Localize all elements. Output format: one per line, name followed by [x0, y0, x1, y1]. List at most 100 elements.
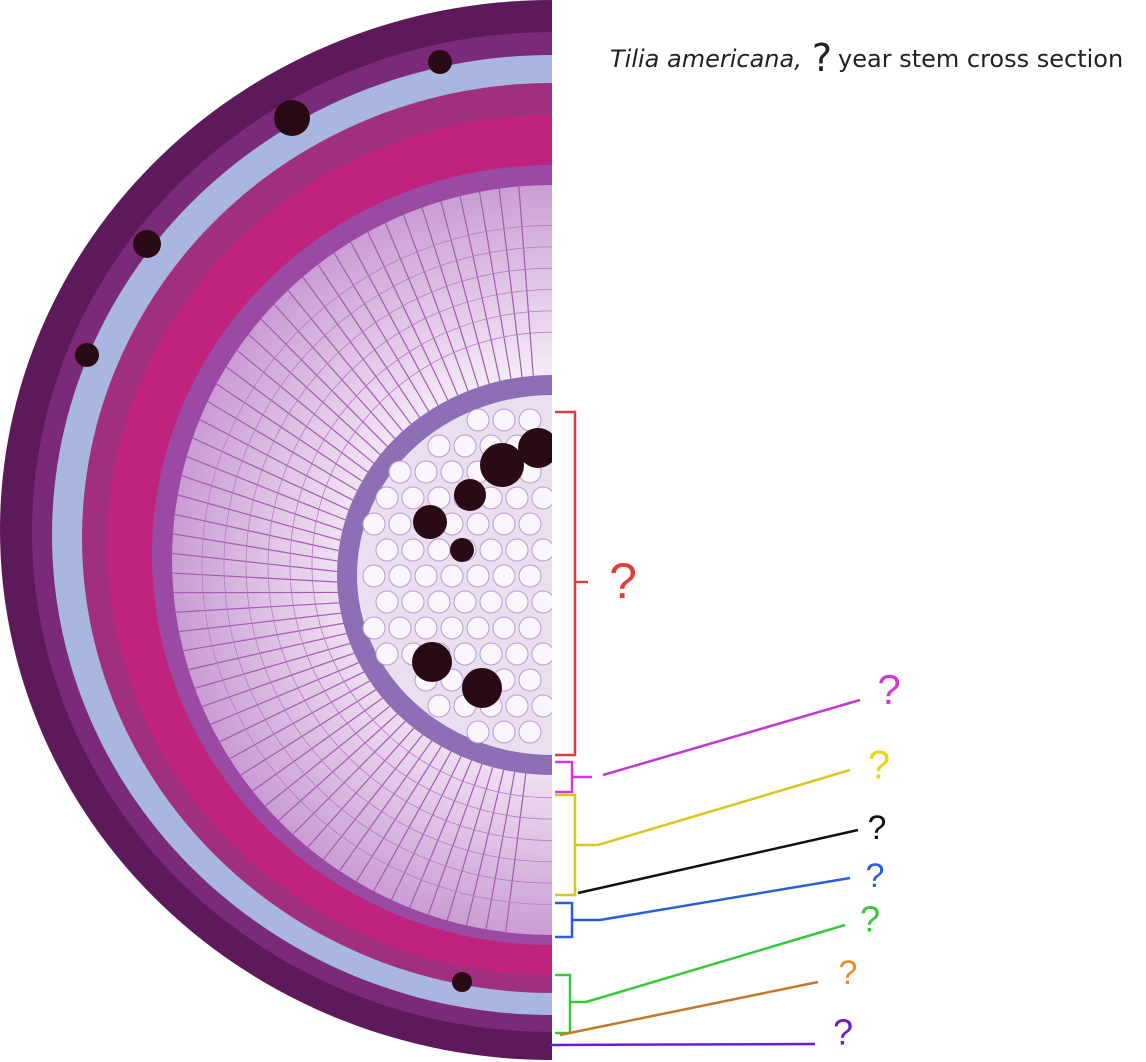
pith-cell: [453, 434, 477, 458]
ray: [210, 662, 359, 725]
ray: [518, 186, 534, 376]
ray: [181, 475, 343, 531]
pith-cell: [505, 694, 529, 718]
pith-cell: [427, 538, 451, 562]
ray: [240, 689, 377, 776]
ray: [373, 751, 452, 892]
cell: [412, 642, 452, 682]
ray: [207, 401, 358, 491]
pith-cell: [518, 564, 542, 588]
stem-section: [0, 0, 552, 1060]
ray: [333, 252, 430, 412]
pith-cell: [518, 512, 542, 536]
pith-cell: [466, 408, 490, 432]
cell: [450, 538, 474, 562]
ray: [260, 318, 388, 447]
leader-line: [559, 980, 819, 1037]
pith-cell: [531, 694, 552, 718]
ray: [172, 572, 338, 583]
ray: [339, 740, 433, 872]
ray: [236, 349, 375, 464]
pith-cell: [492, 512, 516, 536]
ray: [216, 383, 363, 482]
label: ?: [877, 666, 900, 713]
ray: [199, 418, 353, 501]
ray: [287, 289, 404, 432]
ray: [427, 763, 483, 915]
pith-cells: [362, 408, 552, 744]
ray: [278, 713, 398, 821]
pith-cell: [531, 538, 552, 562]
bracket: [555, 923, 846, 1035]
ring: [311, 331, 552, 799]
pith-cell: [531, 642, 552, 666]
ray: [322, 734, 424, 860]
pith-cell: [362, 512, 386, 536]
pith-cell: [388, 616, 412, 640]
bracket: [555, 410, 588, 757]
ray: [292, 720, 406, 835]
ray: [350, 241, 439, 406]
ray: [384, 222, 459, 396]
pith-cell: [414, 564, 438, 588]
pith-cell: [479, 538, 503, 562]
ray: [194, 642, 351, 689]
label: ?: [866, 857, 885, 895]
label: ?: [833, 1012, 853, 1053]
pith-cell: [375, 538, 399, 562]
ray: [390, 755, 462, 901]
pith-cell: [492, 720, 516, 744]
pith-cell: [427, 590, 451, 614]
ray: [219, 671, 365, 743]
pith-cell: [427, 694, 451, 718]
ray: [183, 622, 344, 652]
unknown-years: ?: [812, 36, 832, 80]
ray: [202, 652, 355, 708]
pith-cell: [531, 590, 552, 614]
pith-cell: [453, 642, 477, 666]
cell: [454, 479, 486, 511]
leader-line: [577, 828, 859, 895]
leader-line: [549, 1042, 816, 1047]
ray: [229, 680, 370, 760]
cell: [518, 428, 552, 468]
pith-cell: [505, 590, 529, 614]
ray: [440, 201, 490, 384]
pith-cell: [466, 616, 490, 640]
pith-cell: [414, 460, 438, 484]
ring: [267, 289, 552, 841]
ray: [478, 191, 512, 379]
pith-cell: [518, 668, 542, 692]
ring: [245, 267, 552, 863]
pith-cell: [388, 564, 412, 588]
ray: [188, 632, 347, 671]
cell: [274, 100, 310, 136]
ray: [172, 533, 338, 562]
pith-cell: [401, 486, 425, 510]
pith-cell: [518, 408, 542, 432]
pith-cell: [518, 720, 542, 744]
labels: ????????: [609, 553, 901, 1052]
pith-cell: [401, 590, 425, 614]
ring: [223, 246, 552, 884]
cell: [428, 50, 452, 74]
pith-cell: [440, 564, 464, 588]
pith-cell: [388, 512, 412, 536]
pith-cell: [466, 564, 490, 588]
pith-cell: [388, 460, 412, 484]
ray: [459, 196, 501, 382]
cell: [462, 668, 502, 708]
pith-cell: [492, 616, 516, 640]
cell: [75, 343, 99, 367]
title-rest: year stem cross section: [838, 45, 1123, 73]
label: ?: [868, 744, 890, 788]
label: ?: [609, 553, 637, 609]
pith-cell: [440, 460, 464, 484]
pith-cell: [492, 564, 516, 588]
rays: [171, 186, 552, 933]
title: Tilia americana,? year stem cross section: [610, 36, 1123, 80]
pith-cell: [518, 616, 542, 640]
ring: [289, 310, 552, 820]
